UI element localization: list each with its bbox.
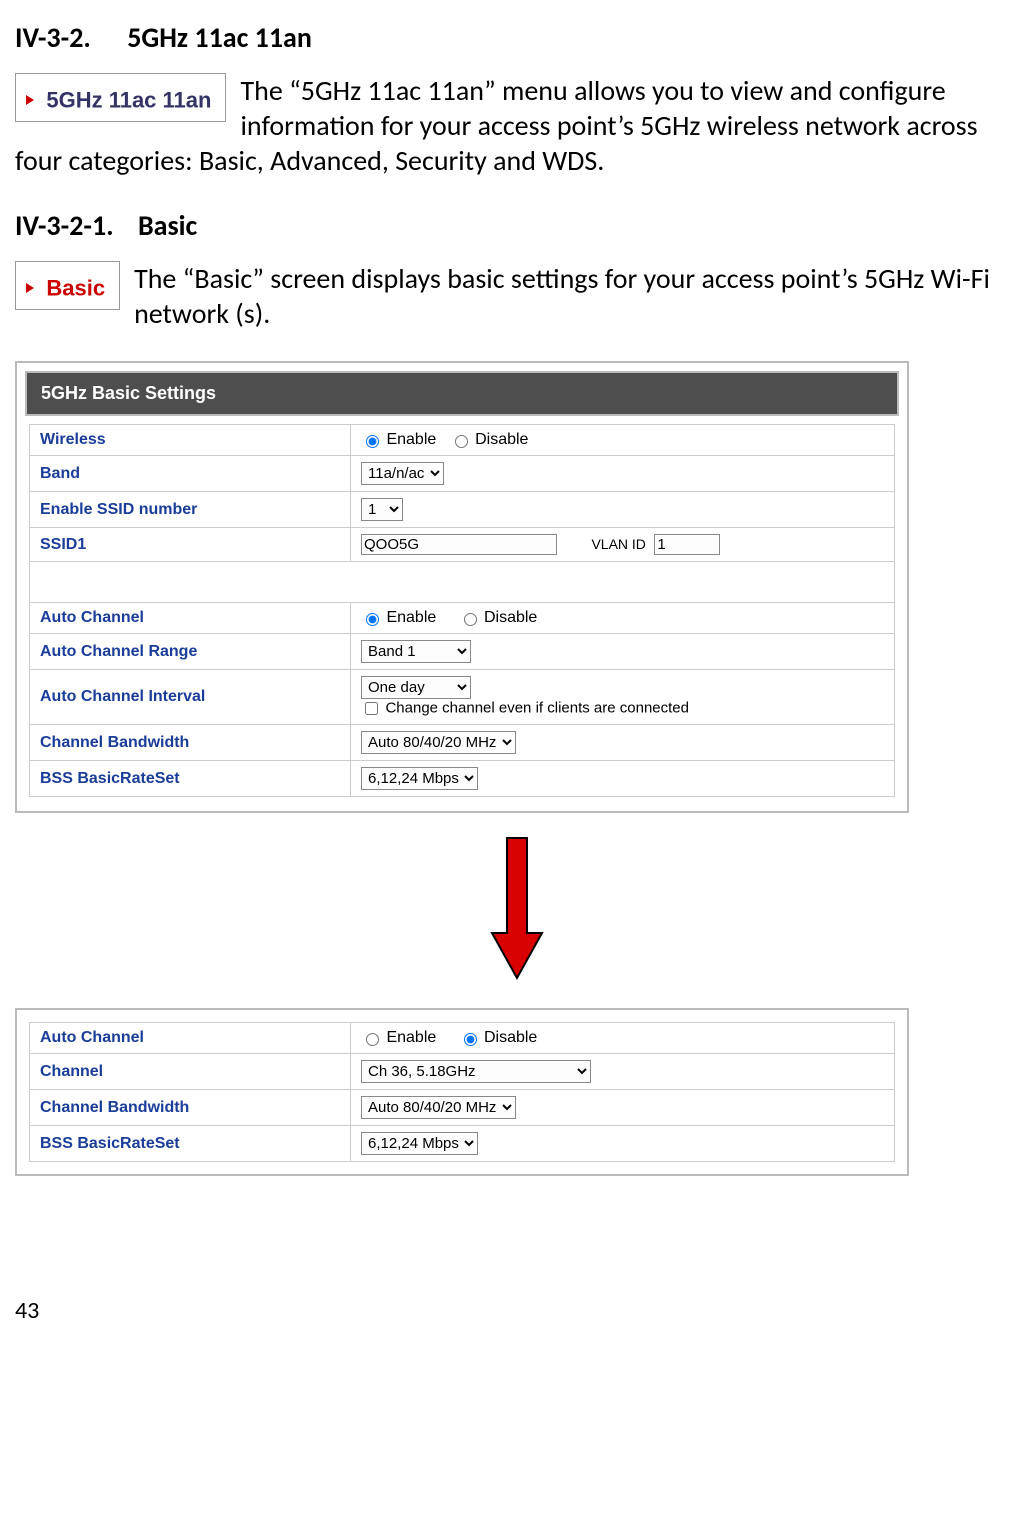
nav-chip-basic-label: Basic: [46, 276, 105, 301]
bss-rate-select[interactable]: 6,12,24 Mbps: [361, 767, 478, 790]
auto-channel-disable-radio[interactable]: [464, 613, 477, 626]
label-wireless: Wireless: [30, 425, 351, 456]
row2-bss-rate: BSS BasicRateSet 6,12,24 Mbps: [30, 1126, 895, 1162]
label2-channel-bw: Channel Bandwidth: [30, 1090, 351, 1126]
label2-channel: Channel: [30, 1054, 351, 1090]
nav-chip-5ghz-label: 5GHz 11ac 11an: [46, 88, 211, 113]
label2-bss-rate: BSS BasicRateSet: [30, 1126, 351, 1162]
bss-rate2-select[interactable]: 6,12,24 Mbps: [361, 1132, 478, 1155]
section2-paragraph-text: The “Basic” screen displays basic settin…: [134, 261, 990, 331]
row2-channel-bandwidth: Channel Bandwidth Auto 80/40/20 MHz: [30, 1090, 895, 1126]
wireless-disable-text: Disable: [475, 431, 528, 448]
row-ssid1: SSID1 VLAN ID: [30, 528, 895, 562]
section1-paragraph-block: 5GHz 11ac 11an The “5GHz 11ac 11an” menu…: [15, 73, 1018, 178]
label-auto-channel: Auto Channel: [30, 603, 351, 634]
row-auto-channel-interval: Auto Channel Interval One day Change cha…: [30, 670, 895, 725]
label-ssid1: SSID1: [30, 528, 351, 562]
band-select[interactable]: 11a/n/ac: [361, 462, 444, 485]
auto-channel-enable-text: Enable: [386, 609, 436, 626]
row-auto-channel: Auto Channel Enable Disable: [30, 603, 895, 634]
section-heading-2: IV-3-2-1. Basic: [15, 208, 1018, 243]
label-band: Band: [30, 456, 351, 492]
label2-auto-channel: Auto Channel: [30, 1023, 351, 1054]
auto-channel-range-select[interactable]: Band 1: [361, 640, 471, 663]
nav-chip-basic[interactable]: Basic: [15, 261, 120, 310]
row2-auto-channel: Auto Channel Enable Disable: [30, 1023, 895, 1054]
section-number-2: IV-3-2-1.: [15, 208, 114, 243]
chevron-right-icon: [26, 95, 34, 105]
ssid-number-select[interactable]: 1: [361, 498, 403, 521]
section-number-1: IV-3-2.: [15, 20, 91, 55]
label-channel-bandwidth: Channel Bandwidth: [30, 725, 351, 761]
settings-table-2: Auto Channel Enable Disable Channel Ch 3…: [29, 1022, 895, 1162]
auto-channel-enable-radio[interactable]: [366, 613, 379, 626]
auto-channel2-enable-text: Enable: [386, 1029, 436, 1046]
row2-channel: Channel Ch 36, 5.18GHz: [30, 1054, 895, 1090]
row-band: Band 11a/n/ac: [30, 456, 895, 492]
change-channel-checkbox[interactable]: [365, 702, 378, 715]
settings-panel-auto-channel-disabled: Auto Channel Enable Disable Channel Ch 3…: [15, 1008, 909, 1176]
section-title-1: 5GHz 11ac 11an: [127, 20, 312, 55]
arrow-area: [15, 833, 1018, 988]
panel-title: 5GHz Basic Settings: [25, 371, 899, 416]
row-wireless: Wireless Enable Disable: [30, 425, 895, 456]
auto-channel-disable-text: Disable: [484, 609, 537, 626]
wireless-disable-radio[interactable]: [455, 435, 468, 448]
label-auto-channel-range: Auto Channel Range: [30, 634, 351, 670]
down-arrow-icon: [487, 833, 547, 983]
page-number: 43: [15, 1296, 1018, 1325]
row-ssid-number: Enable SSID number 1: [30, 492, 895, 528]
channel-select[interactable]: Ch 36, 5.18GHz: [361, 1060, 591, 1083]
auto-channel2-enable-radio[interactable]: [366, 1033, 379, 1046]
label-bss-rate: BSS BasicRateSet: [30, 761, 351, 797]
label-auto-channel-interval: Auto Channel Interval: [30, 670, 351, 725]
row-channel-bandwidth: Channel Bandwidth Auto 80/40/20 MHz: [30, 725, 895, 761]
vlan-id-input[interactable]: [654, 534, 720, 555]
row-bss-rate: BSS BasicRateSet 6,12,24 Mbps: [30, 761, 895, 797]
vlan-id-label: VLAN ID: [591, 536, 645, 552]
section-heading-1: IV-3-2. 5GHz 11ac 11an: [15, 20, 1018, 55]
section2-paragraph-block: Basic The “Basic” screen displays basic …: [15, 261, 1018, 331]
nav-chip-5ghz[interactable]: 5GHz 11ac 11an: [15, 73, 226, 122]
change-channel-label: Change channel even if clients are conne…: [385, 700, 689, 717]
row-auto-channel-range: Auto Channel Range Band 1: [30, 634, 895, 670]
channel-bandwidth-select[interactable]: Auto 80/40/20 MHz: [361, 731, 516, 754]
settings-table-1: Wireless Enable Disable Band 11a/n/ac En…: [29, 424, 895, 797]
spacer-row: [30, 562, 895, 603]
auto-channel2-disable-radio[interactable]: [464, 1033, 477, 1046]
label-ssid-number: Enable SSID number: [30, 492, 351, 528]
auto-channel-interval-select[interactable]: One day: [361, 676, 471, 699]
ssid1-input[interactable]: [361, 534, 557, 555]
settings-panel-5ghz-basic: 5GHz Basic Settings Wireless Enable Disa…: [15, 361, 909, 813]
chevron-right-icon: [26, 283, 34, 293]
wireless-enable-radio[interactable]: [366, 435, 379, 448]
wireless-enable-text: Enable: [386, 431, 436, 448]
channel-bw2-select[interactable]: Auto 80/40/20 MHz: [361, 1096, 516, 1119]
section-title-2: Basic: [138, 208, 197, 243]
auto-channel2-disable-text: Disable: [484, 1029, 537, 1046]
